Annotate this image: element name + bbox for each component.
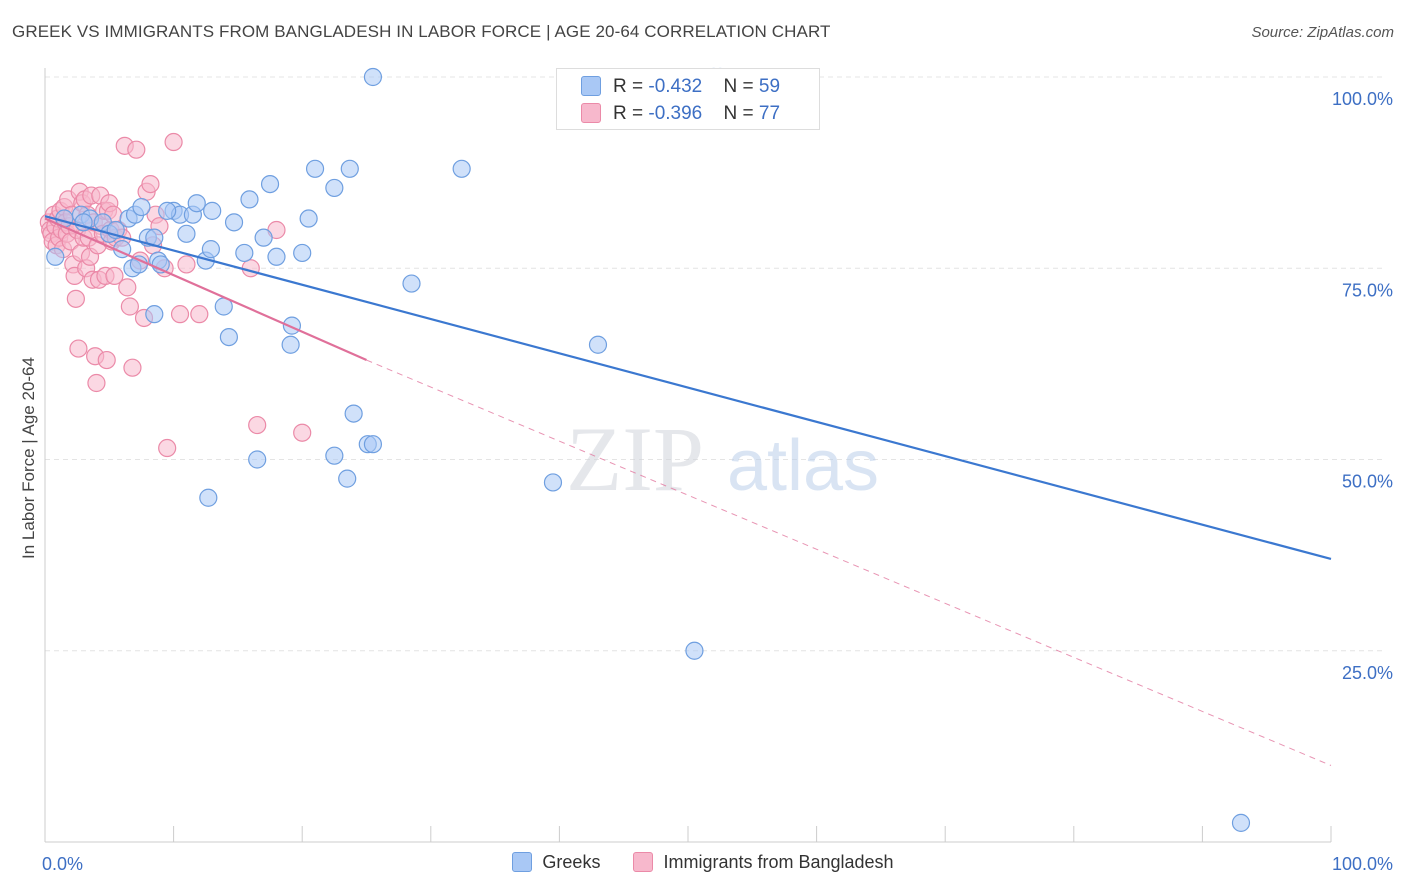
data-point — [338, 469, 357, 488]
source-label: Source: ZipAtlas.com — [1251, 24, 1394, 41]
r-value-bangladesh: -0.396 — [648, 103, 703, 124]
r-label: R = — [613, 103, 649, 124]
data-point — [105, 266, 124, 285]
data-point — [325, 178, 344, 198]
data-point — [66, 289, 85, 308]
legend-swatch-greeks — [581, 76, 601, 96]
legend-label-greeks: Greeks — [542, 852, 601, 872]
data-point — [97, 350, 116, 370]
data-point — [240, 190, 259, 209]
y-tick-label: 75.0% — [1342, 280, 1393, 300]
y-tick-label: 50.0% — [1342, 472, 1393, 492]
data-point — [129, 255, 148, 274]
data-point — [145, 305, 164, 324]
axes — [44, 68, 1332, 843]
data-point — [158, 438, 177, 458]
data-point — [452, 159, 471, 178]
legend-item-greeks[interactable]: Greeks — [512, 852, 600, 873]
data-point — [325, 446, 344, 465]
data-point — [132, 197, 151, 217]
data-point — [219, 328, 238, 347]
r-label: R = — [613, 76, 649, 97]
data-point — [235, 243, 254, 263]
data-point — [402, 274, 421, 293]
x-tick-label-max: 100.0% — [1332, 854, 1393, 874]
data-point — [224, 213, 244, 232]
trend-line-bangladesh-extension — [366, 359, 1332, 766]
y-axis-label: In Labor Force | Age 20-64 — [19, 357, 38, 559]
trend-line-bangladesh — [44, 217, 367, 362]
legend-swatch-bangladesh — [633, 852, 654, 872]
data-point — [248, 450, 267, 469]
data-point — [344, 404, 363, 423]
data-point — [203, 201, 222, 220]
stats-legend: R = -0.432 N = 59 R = -0.396 N = 77 — [556, 68, 820, 130]
data-point — [254, 228, 273, 247]
data-point — [267, 247, 286, 266]
data-point — [201, 240, 220, 259]
data-point — [305, 159, 325, 178]
data-point — [164, 132, 183, 152]
chart-title: GREEK VS IMMIGRANTS FROM BANGLADESH IN L… — [12, 22, 831, 41]
data-point — [141, 175, 160, 194]
data-point — [281, 335, 300, 354]
watermark-atlas: atlas — [727, 426, 879, 506]
grid-lines — [45, 76, 1386, 652]
data-point — [123, 358, 142, 377]
y-tick-label: 25.0% — [1342, 663, 1393, 683]
data-point — [170, 305, 190, 324]
trend-line-greeks — [44, 215, 1332, 561]
data-point — [118, 278, 137, 297]
legend-item-bangladesh[interactable]: Immigrants from Bangladesh — [633, 852, 894, 873]
data-point — [46, 247, 65, 266]
data-point — [1231, 813, 1251, 832]
data-point — [127, 140, 146, 159]
n-value-greeks: 59 — [758, 76, 781, 97]
data-point — [177, 255, 196, 274]
n-label: N = — [723, 103, 759, 124]
data-point — [120, 297, 139, 316]
r-value-greeks: -0.432 — [648, 76, 703, 97]
data-point — [340, 159, 359, 178]
x-tick-label-min: 0.0% — [42, 854, 83, 874]
legend-row-bangladesh: R = -0.396 N = 77 — [581, 103, 780, 125]
data-point — [199, 488, 218, 507]
series-legend: Greeks Immigrants from Bangladesh — [0, 852, 1406, 873]
data-point — [69, 339, 88, 358]
data-point — [588, 335, 608, 354]
watermark-zip: ZIP — [566, 408, 704, 510]
data-point — [293, 423, 312, 442]
trend-lines — [44, 215, 1332, 766]
data-point — [260, 175, 280, 194]
legend-label-bangladesh: Immigrants from Bangladesh — [663, 852, 894, 872]
tick-labels: 25.0% 50.0% 75.0% 100.0% 0.0% 100.0% In Labor … — [19, 89, 1393, 874]
data-point — [543, 473, 563, 492]
legend-row-greeks: R = -0.432 N = 59 — [581, 76, 780, 98]
data-point — [248, 415, 267, 435]
series-greeks-points — [46, 67, 1251, 832]
data-point — [293, 243, 312, 263]
data-point — [299, 209, 318, 228]
n-value-bangladesh: 77 — [758, 103, 781, 124]
data-point — [158, 201, 177, 220]
data-point — [187, 194, 206, 213]
legend-swatch-bangladesh — [581, 103, 601, 123]
legend-swatch-greeks — [512, 852, 533, 872]
data-point — [363, 67, 383, 87]
data-point — [685, 641, 704, 660]
data-point — [241, 259, 260, 278]
data-point — [177, 224, 196, 243]
y-tick-label: 100.0% — [1332, 89, 1393, 109]
n-label: N = — [723, 76, 759, 97]
data-point — [87, 373, 106, 393]
data-point — [363, 435, 383, 454]
data-point — [190, 305, 209, 324]
